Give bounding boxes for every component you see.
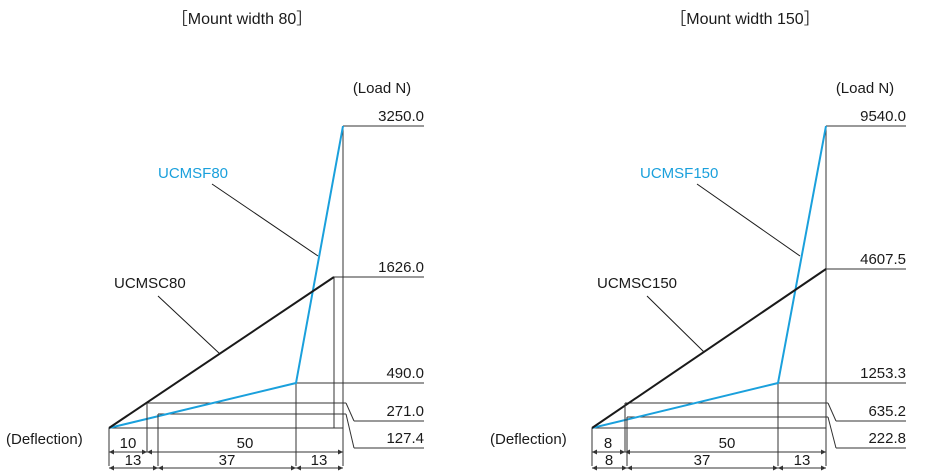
ucmsc-leader <box>157 295 221 355</box>
dim-value: 37 <box>694 452 711 469</box>
dim-value: 50 <box>719 435 736 452</box>
dim-value: 8 <box>604 435 612 452</box>
load-value: 1253.3 <box>860 365 906 382</box>
ucmsf-curve <box>108 125 344 429</box>
ucmsf-leader <box>211 183 319 257</box>
panel-title: ［Mount width 150］ <box>670 10 819 28</box>
load-ref-line <box>827 402 837 422</box>
ucmsc-curve <box>591 268 827 429</box>
dim-arrows <box>109 465 343 471</box>
load-value: 1626.0 <box>378 259 424 276</box>
ucmsc-leader <box>646 295 705 353</box>
load-value: 127.4 <box>386 430 424 447</box>
load-value: 4607.5 <box>860 251 906 268</box>
load-ref-line <box>345 413 355 449</box>
load-value: 635.2 <box>868 403 906 420</box>
ucmsf-leader <box>696 183 801 257</box>
load-value: 3250.0 <box>378 108 424 125</box>
load-ref-line <box>827 416 837 449</box>
panel-title: ［Mount width 80］ <box>172 10 313 28</box>
load-value: 490.0 <box>386 365 424 382</box>
deflection-label: (Deflection) <box>6 431 83 448</box>
ucmsf-curve <box>591 125 827 429</box>
load-value: 222.8 <box>868 430 906 447</box>
dim-value: 50 <box>237 435 254 452</box>
ucmsc-series-label: UCMSC150 <box>597 275 677 292</box>
load-value: 271.0 <box>386 403 424 420</box>
ucmsc-curve <box>108 276 335 429</box>
load-value: 9540.0 <box>860 108 906 125</box>
load-unit-label: (Load N) <box>353 80 411 97</box>
dim-arrows <box>592 465 826 471</box>
deflection-label: (Deflection) <box>490 431 567 448</box>
dim-value: 10 <box>120 435 137 452</box>
ucmsc-series-label: UCMSC80 <box>114 275 186 292</box>
dim-value: 8 <box>605 452 613 469</box>
ucmsf-series-label: UCMSF150 <box>640 165 718 182</box>
dim-value: 37 <box>219 452 236 469</box>
load-ref-line <box>345 402 355 422</box>
dim-value: 13 <box>794 452 811 469</box>
panel-mount-80: ［Mount width 80］ (Load N) UCMSF80 UCMSC8… <box>6 10 424 471</box>
load-unit-label: (Load N) <box>836 80 894 97</box>
dim-value: 13 <box>311 452 328 469</box>
panel-mount-150: ［Mount width 150］ (Load N) UCMSF150 UCMS… <box>490 10 906 471</box>
ucmsf-series-label: UCMSF80 <box>158 165 228 182</box>
dim-value: 13 <box>125 452 142 469</box>
